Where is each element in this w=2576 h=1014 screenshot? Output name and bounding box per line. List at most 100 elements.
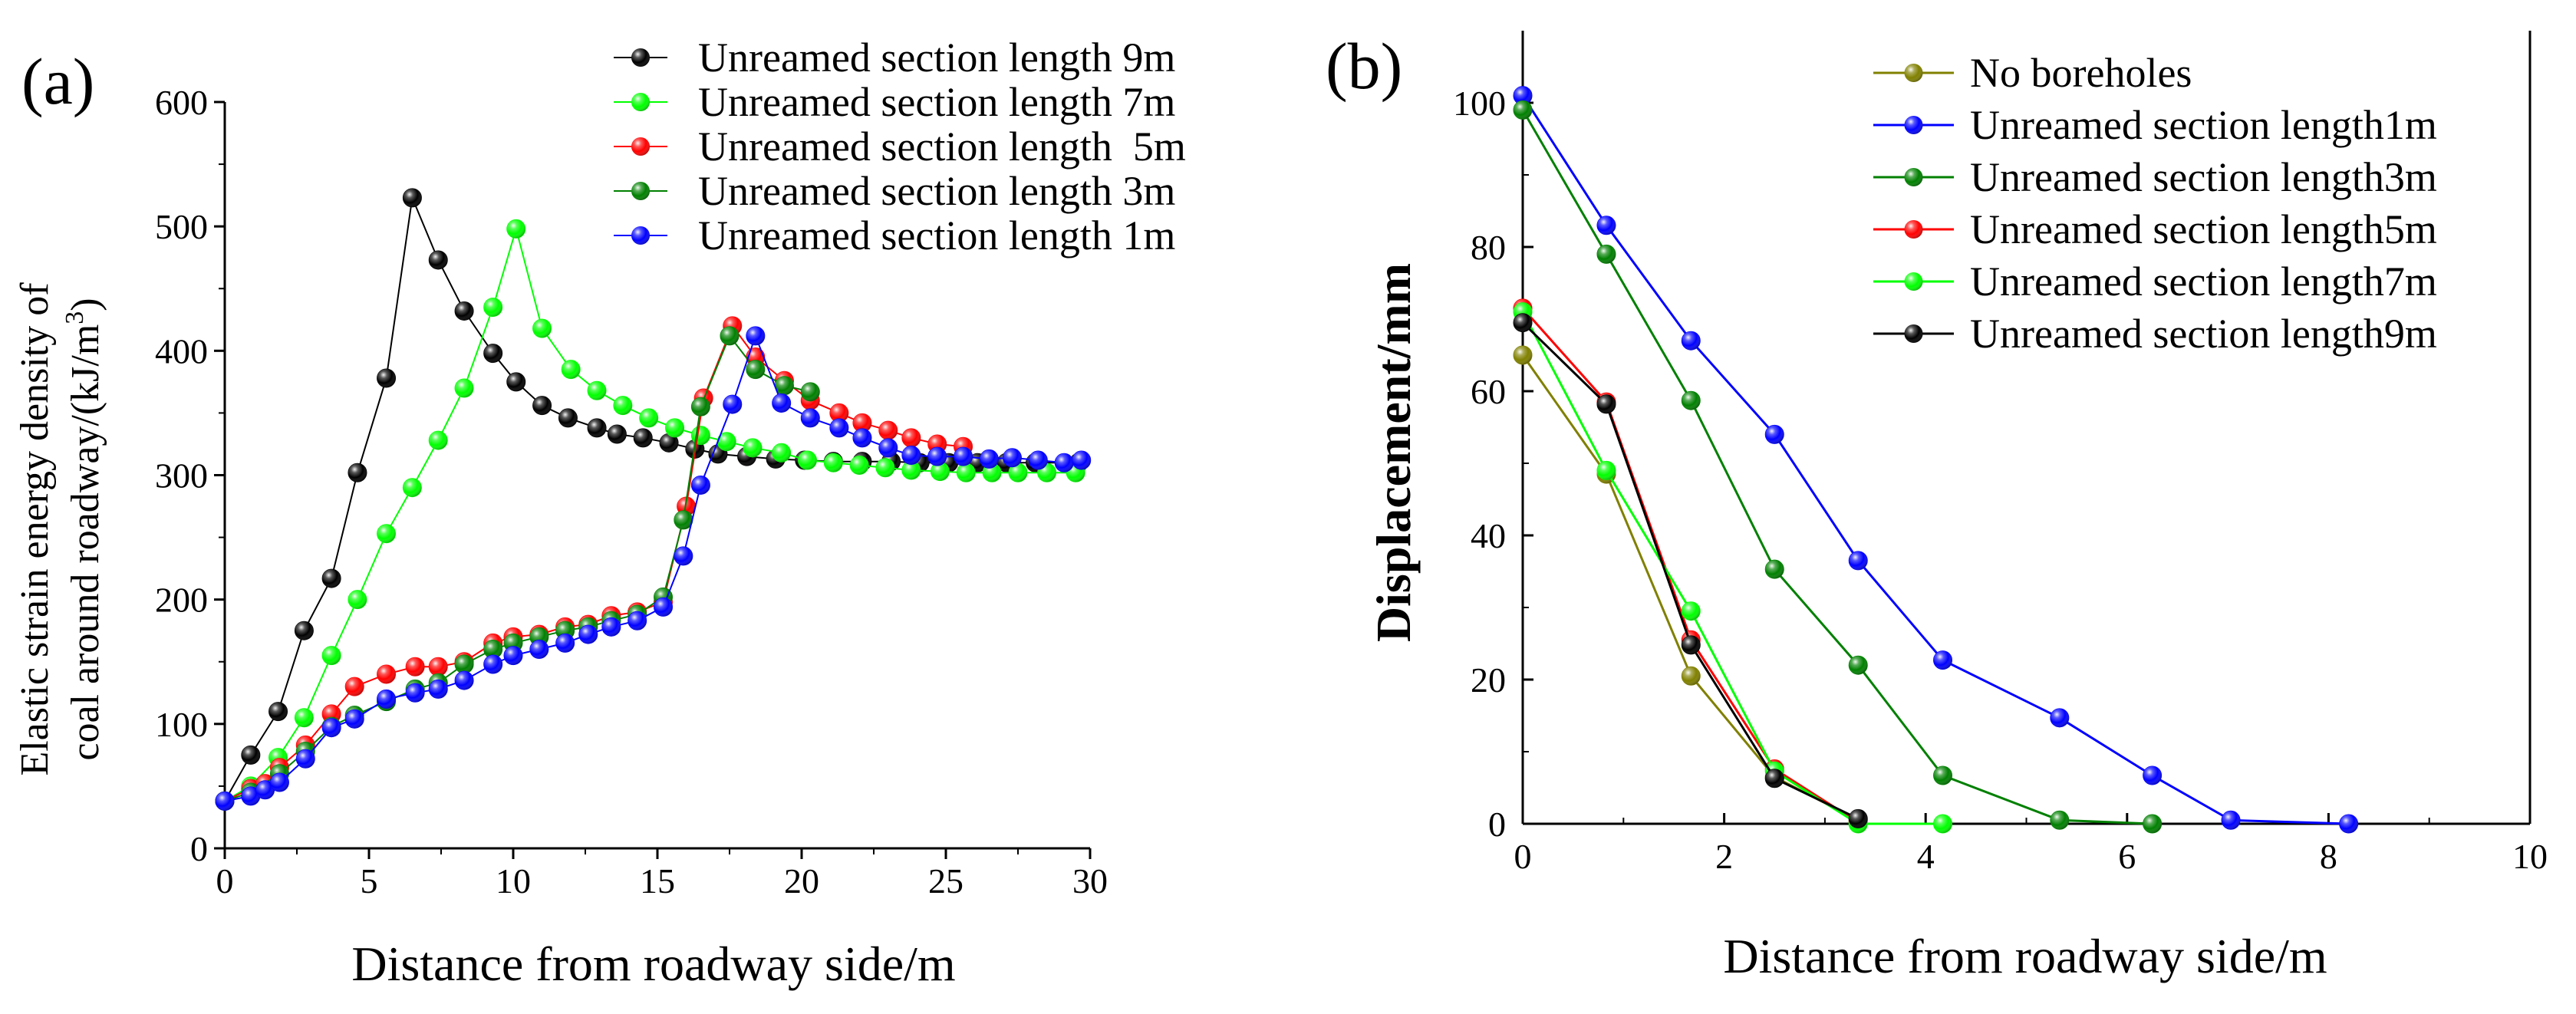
data-point-sheen (1514, 86, 1532, 105)
data-point-sheen (1849, 551, 1868, 570)
data-point-sheen (608, 424, 627, 443)
data-point-sheen (241, 746, 260, 765)
data-point-sheen (255, 780, 275, 799)
data-point-sheen (578, 625, 598, 644)
legend-item-unreamed-section-length1m-b: Unreamed section length1m (1873, 102, 2437, 148)
legend-marker-sheen (631, 48, 650, 67)
data-point-sheen (1765, 425, 1784, 444)
legend-item-unreamed-section-length-5m-a: Unreamed section length 5m (614, 123, 1186, 170)
series-line (1521, 311, 1943, 825)
data-point-sheen (322, 569, 341, 588)
series-unreamed-section-length1m-b (1513, 86, 2359, 834)
x-tick-label-a: 30 (1072, 861, 1108, 900)
data-point-sheen (2143, 766, 2162, 785)
data-point-sheen (1849, 656, 1868, 675)
legend-item-no-boreholes-b: No boreholes (1873, 50, 2192, 96)
data-point-sheen (483, 654, 502, 673)
data-point-sheen (2339, 815, 2358, 833)
data-point-sheen (1003, 448, 1022, 467)
data-point-sheen (2143, 815, 2162, 833)
y-tick-label-b: 20 (1471, 660, 1506, 700)
data-point-sheen (483, 344, 502, 363)
legend-label: Unreamed section length9m (1970, 311, 2437, 357)
data-point-sheen (901, 446, 921, 465)
data-point-sheen (562, 360, 581, 379)
data-point-sheen (691, 426, 710, 445)
y-axis-label-a-line1: Elastic strain energy density of (13, 282, 57, 776)
data-point-sheen (532, 396, 552, 415)
y-tick-label-a: 200 (155, 581, 208, 620)
legend-label: Unreamed section length 9m (698, 35, 1175, 81)
data-point-sheen (691, 397, 710, 416)
data-point-sheen (720, 326, 739, 345)
data-point-sheen (296, 749, 315, 769)
legend-label: Unreamed section length 3m (698, 168, 1175, 214)
x-tick-label-b: 10 (2512, 837, 2548, 876)
data-point-sheen (529, 640, 548, 659)
legend-marker-sheen (1904, 168, 1923, 186)
data-point-sheen (957, 463, 976, 482)
series-unreamed-section-length9m-b (1513, 313, 1868, 828)
legend-marker-sheen (1904, 220, 1923, 239)
data-point-sheen (723, 395, 742, 414)
series-line (224, 333, 1082, 802)
data-point-sheen (2222, 811, 2241, 830)
data-point-sheen (801, 408, 820, 427)
data-point-sheen (322, 646, 341, 665)
x-axis-label-a: Distance from roadway side/m (351, 937, 955, 991)
data-point-sheen (878, 421, 898, 440)
data-point-sheen (2050, 708, 2069, 727)
data-point-sheen (483, 298, 502, 317)
series-line (1521, 109, 2153, 825)
data-point-sheen (555, 634, 575, 653)
data-point-sheen (377, 664, 396, 683)
data-point-sheen (829, 403, 848, 423)
series-unreamed-section-length5m-b (1513, 298, 1868, 832)
legend-label: No boreholes (1970, 50, 2192, 96)
data-point-sheen (270, 773, 289, 792)
legend-label: Unreamed section length 5m (698, 123, 1186, 170)
data-point-sheen (1682, 391, 1701, 410)
data-point-sheen (345, 709, 364, 729)
data-point-sheen (1933, 650, 1952, 670)
data-point-sheen (1682, 635, 1701, 654)
data-point-sheen (403, 478, 422, 497)
series-unreamed-section-length7m-b (1513, 302, 1953, 834)
data-point-sheen (558, 408, 578, 427)
data-point-sheen (1933, 815, 1952, 833)
data-point-sheen (1055, 453, 1074, 472)
data-point-sheen (532, 319, 552, 338)
x-tick-label-a: 0 (216, 861, 234, 900)
data-point-sheen (654, 598, 673, 617)
x-axis-label-b: Distance from roadway side/m (1723, 929, 2327, 983)
legend-marker-sheen (631, 137, 650, 156)
data-point-sheen (455, 301, 474, 321)
data-point-sheen (1514, 346, 1532, 364)
legend-marker-sheen (631, 226, 650, 245)
data-point-sheen (660, 433, 679, 453)
data-point-sheen (506, 219, 525, 239)
x-tick-label-b: 6 (2118, 837, 2136, 876)
x-tick-label-a: 10 (496, 861, 531, 900)
data-point-sheen (295, 708, 314, 727)
legend-marker-sheen (631, 182, 650, 200)
y-tick-label-a: 400 (155, 331, 208, 370)
data-point-sheen (348, 463, 367, 482)
legend-label: Unreamed section length 1m (698, 212, 1175, 258)
y-tick-label-b: 100 (1453, 84, 1506, 123)
series-line (224, 334, 811, 802)
data-point-sheen (348, 590, 367, 609)
data-point-sheen (1072, 451, 1091, 470)
series-no-boreholes-b (1513, 345, 1868, 830)
chart-a: (a) Distance from roadway side/m Elastic… (13, 35, 1186, 991)
data-point-sheen (639, 408, 658, 427)
data-point-sheen (931, 462, 950, 481)
data-point-sheen (1849, 809, 1868, 828)
data-point-sheen (691, 476, 710, 495)
y-tick-label-a: 0 (190, 829, 208, 868)
data-point-sheen (613, 396, 632, 415)
data-point-sheen (829, 418, 848, 437)
data-point-sheen (927, 447, 947, 466)
legend-item-unreamed-section-length-7m-a: Unreamed section length 7m (614, 79, 1175, 125)
legend-item-unreamed-section-length5m-b: Unreamed section length5m (1873, 206, 2437, 252)
